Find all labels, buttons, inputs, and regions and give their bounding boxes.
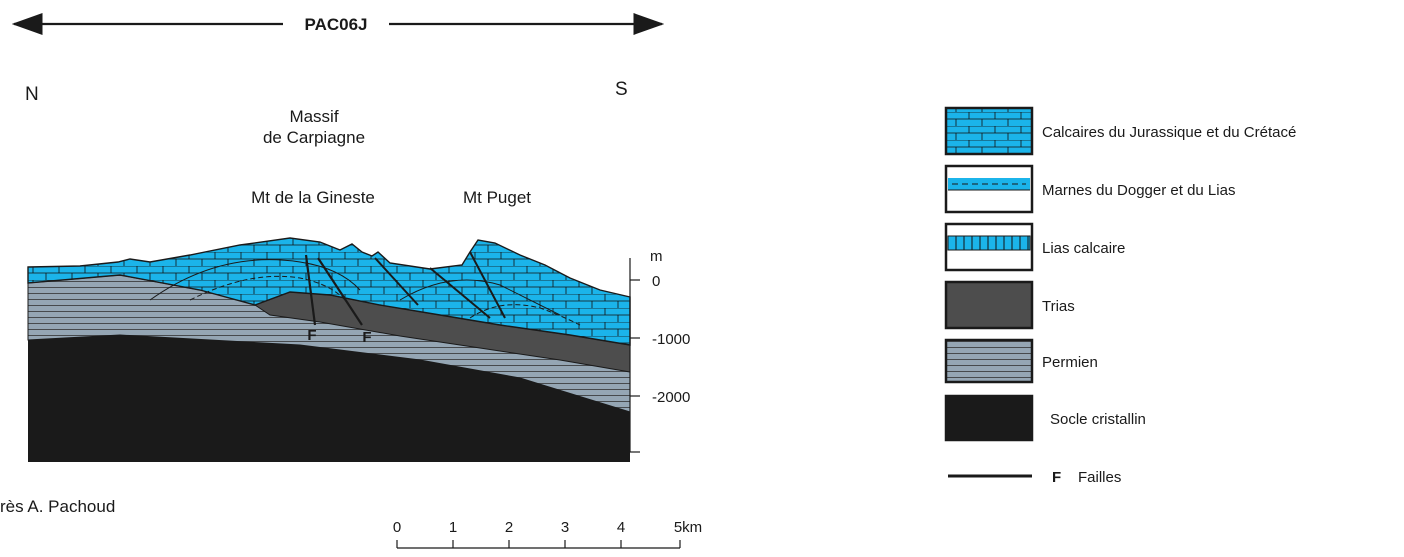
legend-swatch-calcaires [944,106,1034,156]
section-code: PAC06J [305,15,368,34]
legend-item-permien: Permien [944,338,1098,384]
legend-item-failles: F Failles [948,469,1121,486]
fold-marnes-arc-2 [189,275,346,301]
depth-tick-0: 0 [652,273,660,290]
fault-line-2 [317,257,363,326]
scale-tick-0: 0 [393,519,401,536]
fold-marnes-arc-1 [149,259,361,301]
legend-swatch-socle [944,394,1034,442]
depth-axis: m 0 -1000 -2000 [629,248,690,453]
legend-item-marnes: Marnes du Dogger et du Lias [944,164,1235,214]
layer-limestone [27,237,631,346]
scale-tick-4: 4 [617,519,625,536]
legend: Calcaires du Jurassique et du Crétacé Ma… [944,106,1296,486]
legend-label-socle: Socle cristallin [1050,411,1146,428]
legend-item-socle: Socle cristallin [944,394,1146,442]
cross-section: F F [27,237,631,462]
credit-text: rès A. Pachoud [0,497,115,516]
depth-unit: m [650,248,663,265]
legend-label-calcaires: Calcaires du Jurassique et du Crétacé [1042,124,1296,141]
fault-label-1: F [307,327,316,344]
scale-tick-5: 5km [674,519,702,536]
legend-label-permien: Permien [1042,354,1098,371]
legend-label-lias: Lias calcaire [1042,240,1125,257]
fault-label-2: F [362,329,371,346]
scale-tick-1: 1 [449,519,457,536]
legend-swatch-permien [944,338,1034,384]
scale-bar: 0 1 2 3 4 5km [393,519,702,549]
fold-marnes-arc-3 [399,279,561,316]
peak-label-gineste: Mt de la Gineste [251,188,375,207]
depth-tick-2: -2000 [652,389,690,406]
massif-title-line2: de Carpiagne [263,128,365,147]
fault-line-1 [304,254,317,326]
fault-line-3 [374,257,419,306]
layer-basement [28,335,630,462]
legend-fault-symbol: F [1052,469,1061,486]
scale-tick-2: 2 [505,519,513,536]
fault-line-5 [469,251,506,319]
header-arrow: PAC06J [11,13,665,35]
legend-item-trias: Trias [944,280,1075,330]
legend-label-failles: Failles [1078,469,1121,486]
legend-item-calcaires: Calcaires du Jurassique et du Crétacé [944,106,1296,156]
legend-label-trias: Trias [1042,298,1075,315]
peak-label-puget: Mt Puget [463,188,531,207]
depth-tick-1: -1000 [652,331,690,348]
north-label: N [25,84,39,105]
massif-title-line1: Massif [289,107,338,126]
legend-swatch-trias [944,280,1034,330]
fault-line-4 [429,267,491,319]
legend-label-marnes: Marnes du Dogger et du Lias [1042,182,1235,199]
legend-item-lias: Lias calcaire [944,222,1125,272]
scale-tick-3: 3 [561,519,569,536]
south-label: S [615,79,628,100]
fold-marnes-arc-4 [469,304,581,326]
